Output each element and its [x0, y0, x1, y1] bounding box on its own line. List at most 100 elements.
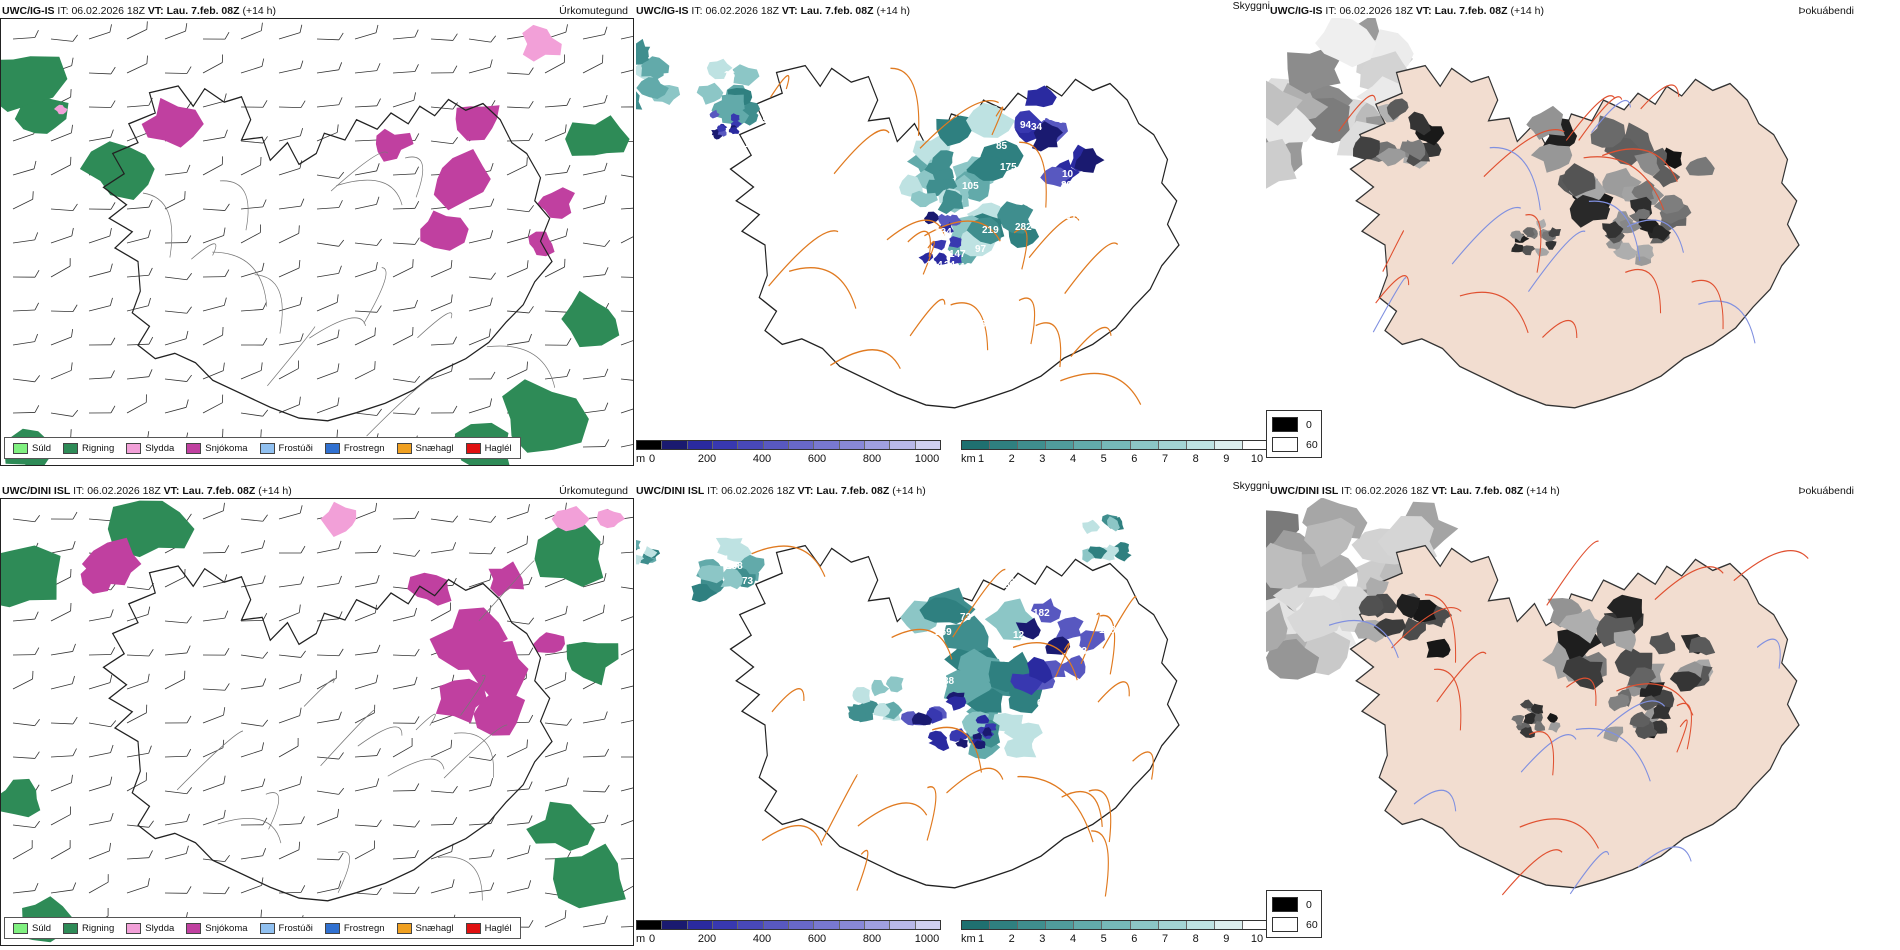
- wind-barb: [544, 605, 568, 622]
- wind-barb: [278, 60, 304, 74]
- wind-barb: [240, 540, 266, 554]
- wind-barb: [544, 742, 568, 758]
- cloud-base-label: 292: [933, 579, 950, 590]
- cloud-base-label: 66: [1058, 115, 1070, 126]
- legend-swatch: [259, 442, 275, 454]
- rain-area: [1, 56, 68, 112]
- fog-shading: [1634, 151, 1660, 177]
- cloud-base-area: [731, 113, 740, 122]
- cloud-base-label: 1283: [1099, 625, 1122, 636]
- colorbar-unit: m: [636, 453, 646, 465]
- wind-barb: [316, 575, 342, 588]
- wind-barb: [620, 857, 633, 860]
- cloud-base-label: 129: [1027, 594, 1044, 605]
- colorbar-cell: [1046, 441, 1075, 449]
- colorbar-tick: 9: [1223, 933, 1230, 945]
- cloud-base-label: 102: [766, 121, 783, 132]
- wind-barb: [202, 545, 230, 554]
- init-time-label: IT:: [691, 5, 703, 17]
- wind-barb: [240, 58, 265, 74]
- iceland-outline: [102, 560, 553, 902]
- wind-barb: [582, 439, 610, 448]
- cloud-base-label: 73: [742, 576, 754, 587]
- visibility-area: [636, 38, 649, 60]
- cloud-base-label: 47: [1093, 658, 1105, 669]
- cloud-base-label: 118: [1066, 211, 1083, 222]
- wind-barb: [88, 744, 114, 758]
- wind-barb: [354, 575, 380, 588]
- valid-time-label: VT:: [163, 485, 180, 497]
- fog-shading: [1562, 655, 1604, 690]
- wind-barb: [50, 258, 71, 278]
- cloud-base-area: [927, 730, 948, 745]
- cloud-base-label: 16: [724, 70, 736, 81]
- wind-barb: [544, 777, 569, 792]
- visibility-area: [1107, 516, 1120, 532]
- fog-shading: [1266, 602, 1288, 652]
- visibility-area: [706, 58, 733, 80]
- fog-shading: [1266, 638, 1320, 680]
- wind-barb: [506, 260, 529, 278]
- valid-time: Lau. 7.feb. 08Z: [182, 485, 256, 497]
- wind-barb: [316, 200, 343, 210]
- wind-barb: [316, 787, 345, 795]
- fog-shading: [1522, 227, 1535, 238]
- visibility-panel: UWC/DINI ISL IT: 06.02.2026 18Z VT: Lau.…: [636, 480, 1274, 950]
- wind-barb: [430, 602, 451, 622]
- panel-title: Úrkomutegund: [559, 5, 628, 17]
- fog-legend-swatch: [1272, 437, 1298, 452]
- snow-area: [435, 678, 487, 724]
- wind-barb: [354, 24, 379, 40]
- colorbar-tick: 0: [648, 933, 656, 945]
- wind-barb: [278, 24, 303, 40]
- cloud-base-label: 158: [757, 115, 774, 126]
- cloud-base-label: 73: [960, 612, 972, 623]
- wind-barb: [354, 63, 381, 74]
- wind-barb: [164, 886, 192, 894]
- wind-barb: [126, 745, 152, 758]
- cloud-base-label: 59: [1004, 580, 1016, 591]
- snow-area: [455, 105, 500, 141]
- cloud-base-label: 282: [1015, 222, 1032, 233]
- wind-barb: [544, 672, 567, 690]
- wind-barb: [278, 127, 304, 142]
- cloud-base-label: 229: [1102, 593, 1119, 604]
- cloud-base-label: 192: [1052, 539, 1069, 550]
- fog-shading: [1399, 139, 1426, 161]
- colorbar-tick: 0: [648, 453, 656, 465]
- legend-item: Frostregn: [324, 442, 385, 454]
- wind-barb: [468, 753, 497, 761]
- fog-shading: [1613, 242, 1638, 260]
- wind-barb: [544, 97, 571, 108]
- wind-barb: [316, 32, 344, 41]
- cloud-base-label: 28: [1077, 735, 1089, 746]
- cloud-base-area: [1031, 598, 1062, 623]
- fog-legend: 0 60: [1266, 410, 1322, 458]
- visibility-area: [910, 190, 938, 208]
- wind-barb: [582, 784, 610, 793]
- legend-label: Snjókoma: [205, 922, 248, 934]
- cloud-base-label: 76: [1042, 112, 1054, 123]
- wind-barb: [50, 716, 78, 725]
- fog-legend-label: 0: [1306, 418, 1312, 431]
- fog-shading: [1359, 51, 1411, 93]
- fog-shading: [1627, 667, 1657, 689]
- fog-shading: [1510, 230, 1525, 242]
- visibility-area: [966, 154, 1008, 181]
- cloud-base-label: 134: [935, 227, 952, 238]
- map-frame: [0, 498, 634, 946]
- cloud-base-area: [982, 727, 993, 737]
- wind-barb: [126, 673, 150, 690]
- wind-barb: [88, 674, 113, 690]
- wind-barb: [544, 124, 567, 142]
- colorbar-tick: 5: [1100, 933, 1107, 945]
- fog-shading: [1522, 245, 1536, 256]
- colorbar-tick: 800: [862, 933, 882, 945]
- visibility-area: [966, 217, 1001, 245]
- legend-label: Frostúði: [278, 442, 313, 454]
- colorbar-cell: [1130, 921, 1159, 929]
- cloud-base-label: 24: [944, 260, 956, 271]
- wind-barb: [50, 882, 77, 894]
- wind-barb: [354, 305, 382, 313]
- snow-area: [407, 572, 452, 606]
